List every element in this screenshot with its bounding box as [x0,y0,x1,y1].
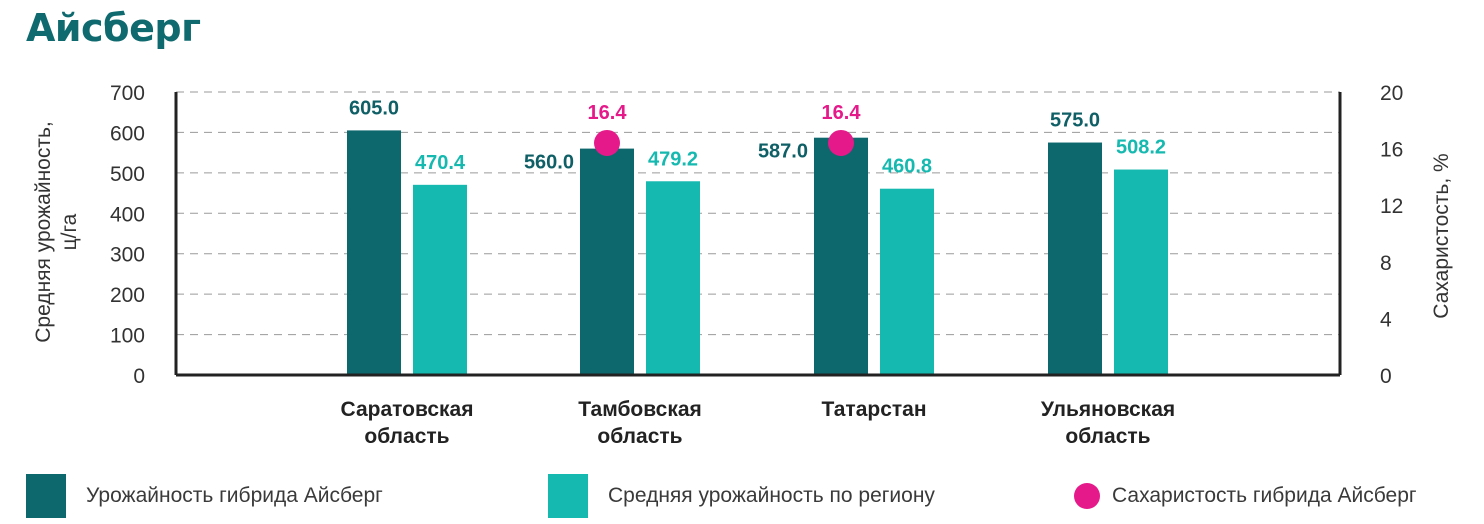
y2-tick-label: 4 [1380,308,1392,331]
y-axis-title-line2: ц/га [58,213,81,250]
legend-swatch-region [548,474,588,518]
bar-hybrid [347,130,401,375]
y-tick-label: 500 [110,163,145,186]
y-tick-label: 600 [110,122,145,145]
bar-region-label: 470.4 [415,152,466,174]
y-tick-label: 100 [110,325,145,348]
bar-region [413,184,467,375]
bar-hybrid [1048,142,1102,375]
bar-hybrid-label: 560.0 [524,152,574,174]
x-tick-label: область [364,425,449,448]
x-tick-label: область [597,425,682,448]
legend-dot-sugar [1074,483,1100,509]
bar-hybrid [580,148,634,375]
sugar-point [594,129,620,156]
bar-region [880,188,934,375]
x-tick-label: Тамбовская [578,398,702,421]
legend-label-sugar: Сахаристость гибрида Айсберг [1112,484,1417,507]
y2-tick-label: 12 [1380,195,1403,218]
legend-item-sugar: Сахаристость гибрида Айсберг [1074,474,1417,518]
chart: 0 100 200 300 400 500 600 700 0 4 8 12 16 20 605.0 470.… [32,82,1453,448]
bar-region [1114,169,1168,375]
y-tick-label: 700 [110,82,145,105]
x-tick-label: Саратовская [341,398,474,421]
y-tick-label: 0 [133,365,145,388]
legend-swatch-hybrid [26,474,66,518]
legend: Урожайность гибрида Айсберг Средняя урож… [0,470,1484,520]
y2-tick-label: 16 [1380,139,1403,162]
sugar-label: 16.4 [588,102,628,124]
y2-axis-title: Сахаристость, % [1430,153,1453,318]
sugar-label: 16.4 [822,102,862,124]
sugar-point [828,129,854,156]
y-tick-label: 400 [110,203,145,226]
legend-item-hybrid: Урожайность гибрида Айсберг [26,474,383,518]
y2-tick-label: 8 [1380,252,1392,275]
x-tick-label: Ульяновская [1041,398,1175,421]
legend-item-region: Средняя урожайность по региону [548,474,935,518]
bar-hybrid-label: 605.0 [349,97,399,119]
y2-tick-label: 0 [1380,365,1392,388]
y-tick-label: 300 [110,244,145,267]
legend-label-hybrid: Урожайность гибрида Айсберг [86,484,383,507]
y-axis-title-line1: Средняя урожайность, [32,121,55,343]
bar-region [646,181,700,375]
x-tick-label: Татарстан [821,398,926,421]
bar-region-label: 479.2 [648,148,698,170]
chart-title: Айсберг [26,6,201,50]
bar-hybrid [814,137,868,375]
y-tick-label: 200 [110,284,145,307]
y2-tick-label: 20 [1380,82,1403,105]
bar-region-label: 460.8 [882,156,932,178]
bar-hybrid-label: 575.0 [1050,110,1100,132]
bar-hybrid-label: 587.0 [758,141,808,163]
x-tick-label: область [1065,425,1150,448]
bar-region-label: 508.2 [1116,137,1166,159]
legend-label-region: Средняя урожайность по региону [608,484,935,507]
